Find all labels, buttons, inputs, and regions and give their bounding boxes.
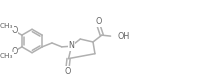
Text: CH₃: CH₃ [0, 23, 13, 29]
Text: OH: OH [118, 32, 130, 41]
Text: O: O [11, 47, 18, 56]
Text: N: N [69, 41, 74, 50]
Text: CH₃: CH₃ [0, 53, 13, 59]
Text: O: O [11, 26, 18, 35]
Text: O: O [64, 67, 71, 76]
Text: O: O [96, 17, 102, 26]
